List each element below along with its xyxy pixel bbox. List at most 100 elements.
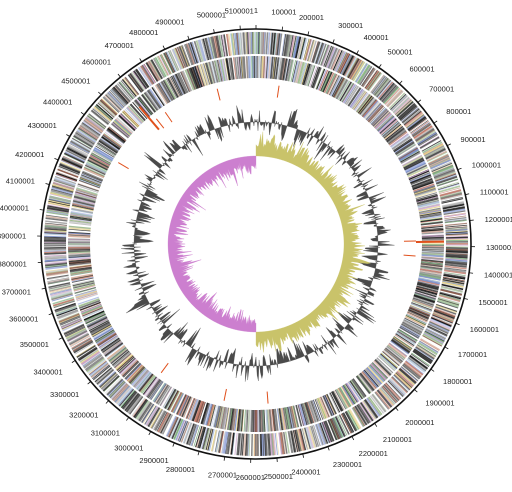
reverse-gene-mark <box>217 406 224 429</box>
forward-gene-mark <box>138 401 151 421</box>
reverse-gene-mark <box>281 58 287 81</box>
position-label: 1200001 <box>485 215 512 224</box>
forward-gene-mark <box>397 102 416 119</box>
reverse-gene-mark <box>356 94 372 113</box>
reverse-gene-mark <box>68 255 91 259</box>
forward-gene-mark <box>204 428 211 450</box>
forward-gene-mark <box>50 291 73 298</box>
position-tick <box>162 45 166 50</box>
forward-gene-mark <box>66 329 88 342</box>
reverse-gene-mark <box>149 380 164 400</box>
reverse-gene-mark <box>77 296 99 305</box>
reverse-gene-mark <box>358 373 374 392</box>
reverse-gene-mark <box>197 64 206 87</box>
reverse-gene-mark <box>402 321 423 333</box>
reverse-gene-mark <box>71 274 94 281</box>
reverse-gene-mark <box>78 298 100 307</box>
forward-gene-mark <box>324 420 335 442</box>
forward-gene-mark <box>95 104 113 121</box>
reverse-gene-mark <box>120 359 138 376</box>
forward-gene-mark <box>424 329 446 342</box>
forward-gene-mark <box>384 382 401 400</box>
reverse-gene-mark <box>359 96 374 115</box>
forward-gene-mark <box>183 44 193 66</box>
reverse-gene-mark <box>143 92 159 111</box>
reverse-gene-mark <box>115 118 133 134</box>
reverse-gene-mark <box>72 281 95 288</box>
forward-gene-mark <box>118 388 134 406</box>
reverse-gene-mark <box>402 320 423 333</box>
reverse-gene-mark <box>340 386 353 406</box>
forward-gene-mark <box>381 84 397 102</box>
forward-gene-mark <box>445 247 468 250</box>
reverse-gene-mark <box>393 139 413 153</box>
forward-gene-mark <box>445 253 468 257</box>
forward-gene-mark <box>352 61 365 81</box>
reverse-gene-mark <box>210 61 217 83</box>
reverse-gene-mark <box>411 177 433 187</box>
forward-gene-mark <box>110 89 127 106</box>
reverse-gene-mark <box>409 306 431 317</box>
reverse-gene-mark <box>316 398 326 420</box>
reverse-gene-mark <box>97 142 117 155</box>
forward-gene-mark <box>56 309 79 319</box>
reverse-gene-mark <box>114 353 132 369</box>
reverse-gene-mark <box>415 193 438 201</box>
forward-gene-mark <box>86 358 105 373</box>
forward-gene-mark <box>189 42 198 64</box>
position-label: 900001 <box>461 135 486 144</box>
forward-gene-mark <box>230 432 235 455</box>
forward-gene-mark <box>371 75 386 94</box>
forward-gene-mark <box>445 258 468 263</box>
forward-gene-mark <box>345 56 357 77</box>
forward-gene-mark <box>294 36 301 59</box>
position-label: 1600001 <box>470 325 499 334</box>
reverse-gene-mark <box>421 254 444 257</box>
forward-gene-mark <box>191 41 199 64</box>
position-label: 2400001 <box>291 468 320 477</box>
forward-gene-mark <box>423 143 444 156</box>
forward-gene-mark <box>344 56 356 77</box>
forward-gene-mark <box>423 332 444 345</box>
reverse-gene-mark <box>312 67 322 89</box>
reverse-gene-mark <box>313 399 322 421</box>
reverse-gene-mark <box>282 407 288 430</box>
forward-gene-mark <box>59 162 81 173</box>
reverse-gene-mark <box>122 360 139 377</box>
forward-gene-mark <box>404 362 423 377</box>
forward-gene-mark <box>294 429 301 452</box>
forward-gene-mark <box>221 431 228 454</box>
reverse-gene-mark <box>329 392 341 413</box>
rna-gene-mark <box>155 118 165 129</box>
position-label: 3700001 <box>2 287 31 296</box>
reverse-gene-mark <box>77 184 99 193</box>
forward-gene-mark <box>173 418 184 440</box>
forward-gene-mark <box>417 131 437 144</box>
forward-gene-mark <box>387 380 404 397</box>
forward-gene-mark <box>57 310 79 320</box>
position-label: 3400001 <box>33 368 62 377</box>
forward-gene-mark <box>429 321 450 332</box>
reverse-gene-mark <box>420 218 443 223</box>
forward-gene-mark <box>445 254 468 258</box>
forward-gene-mark <box>292 430 298 452</box>
forward-gene-mark <box>428 322 450 333</box>
reverse-gene-mark <box>364 101 380 120</box>
forward-gene-mark <box>262 433 265 456</box>
gc-skew-negative <box>167 155 257 333</box>
reverse-gene-mark <box>302 63 311 86</box>
forward-gene-mark <box>239 32 243 55</box>
forward-gene-mark <box>405 113 424 128</box>
forward-gene-mark <box>50 288 72 295</box>
forward-gene-mark <box>378 388 394 407</box>
forward-gene-mark <box>389 378 407 395</box>
reverse-gene-mark <box>380 119 398 135</box>
forward-gene-mark <box>406 114 425 129</box>
reverse-gene-mark <box>72 203 95 210</box>
reverse-gene-mark <box>205 403 213 426</box>
reverse-gene-mark <box>248 56 251 79</box>
forward-gene-mark <box>193 425 201 447</box>
reverse-gene-mark <box>413 297 435 305</box>
reverse-gene-mark <box>369 106 386 124</box>
